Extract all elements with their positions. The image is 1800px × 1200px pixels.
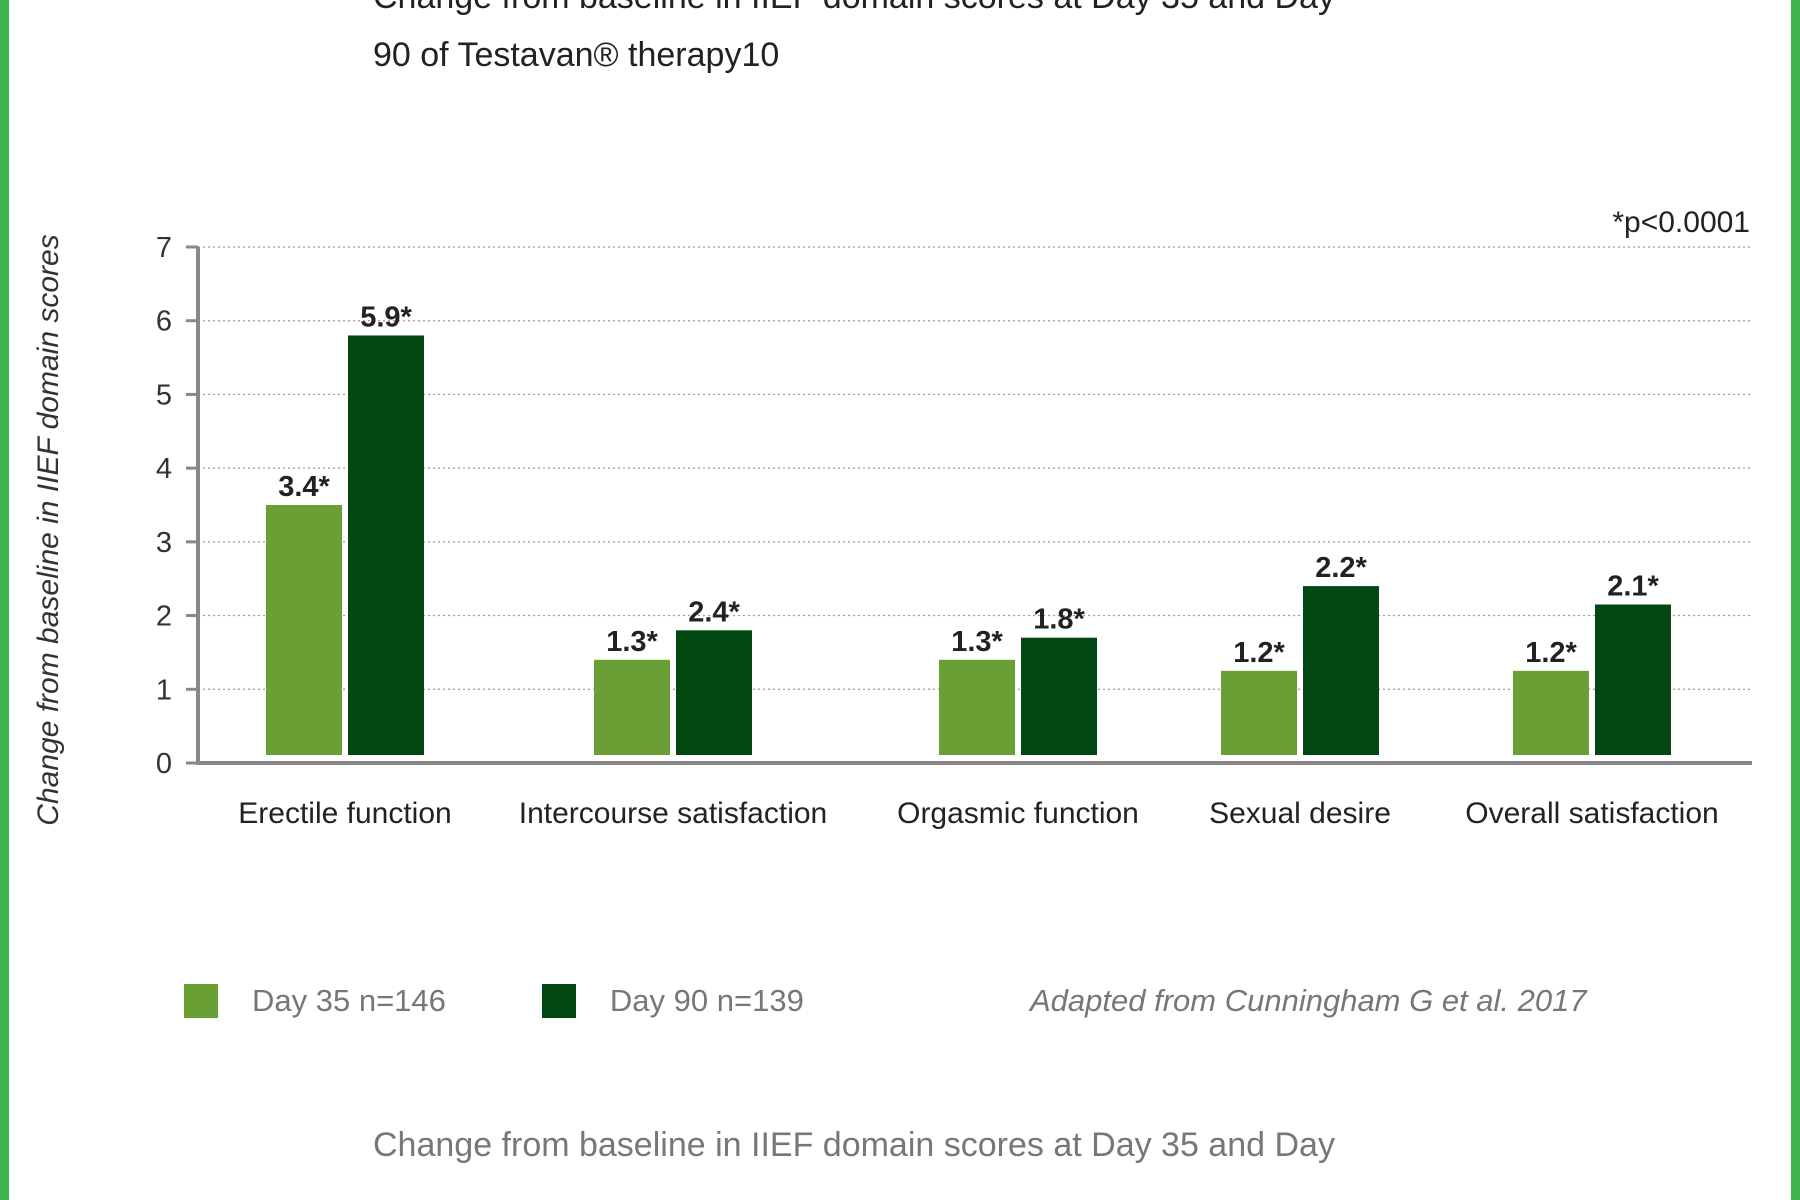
- bar-day35: [266, 505, 342, 755]
- bar-day35: [939, 659, 1015, 755]
- y-tick-label: 1: [156, 674, 172, 706]
- data-label: 1.8*: [1033, 604, 1085, 636]
- data-label: 2.1*: [1607, 571, 1659, 603]
- chart-title-line2: 90 of Testavan® therapy10: [373, 36, 780, 74]
- y-tick-label: 6: [156, 306, 172, 338]
- data-label: 1.3*: [606, 626, 658, 658]
- x-category-label: Sexual desire: [1209, 797, 1391, 830]
- legend: Day 35 n=146 Day 90 n=139: [184, 983, 900, 1019]
- y-axis-ticks: 0 1 2 3 4 5 6 7: [156, 232, 198, 780]
- data-label: 5.9*: [360, 301, 412, 333]
- bar-day35: [1221, 670, 1297, 755]
- legend-item-day90: Day 90 n=139: [541, 983, 804, 1019]
- bar-day90: [348, 335, 424, 755]
- category-labels: Erectile function Intercourse satisfactio…: [238, 797, 1718, 830]
- bar-day90: [1303, 586, 1379, 755]
- y-tick-label: 2: [156, 601, 172, 633]
- y-axis-title: Change from baseline in IIEF domain scor…: [32, 234, 65, 825]
- significance-note: *p<0.0001: [1612, 206, 1750, 239]
- chart-title-line1: Change from baseline in IIEF domain scor…: [373, 0, 1335, 17]
- right-border: [1791, 0, 1800, 1200]
- grid-lines: [198, 246, 1752, 690]
- x-category-label: Erectile function: [238, 797, 451, 830]
- y-tick-label: 4: [156, 453, 172, 485]
- data-label: 3.4*: [278, 471, 330, 503]
- bar-day35: [1513, 670, 1589, 755]
- y-tick-label: 3: [156, 527, 172, 559]
- chart-caption: Change from baseline in IIEF domain scor…: [373, 1126, 1335, 1164]
- y-tick-label: 7: [156, 232, 172, 264]
- x-category-label: Intercourse satisfaction: [519, 797, 827, 830]
- legend-swatch-day35: [184, 984, 218, 1018]
- data-label: 1.3*: [951, 626, 1003, 658]
- x-category-label: Orgasmic function: [897, 797, 1139, 830]
- x-category-label: Overall satisfaction: [1465, 797, 1718, 830]
- legend-label-day90: Day 90 n=139: [609, 983, 804, 1018]
- data-label: 1.2*: [1525, 637, 1577, 669]
- y-tick-label: 5: [156, 379, 172, 411]
- bar-day90: [1595, 604, 1671, 755]
- left-border: [0, 0, 9, 1200]
- data-label: 1.2*: [1233, 637, 1285, 669]
- legend-label-day35: Day 35 n=146: [252, 983, 446, 1018]
- bars: [266, 335, 1671, 755]
- y-tick-label: 0: [156, 748, 172, 780]
- bar-day35: [594, 659, 670, 755]
- legend-swatch-day90: [541, 984, 576, 1018]
- bar-day90: [676, 630, 752, 755]
- bar-day90: [1021, 637, 1097, 755]
- source-note: Adapted from Cunningham G et al. 2017: [1030, 983, 1587, 1018]
- data-label: 2.2*: [1315, 552, 1367, 584]
- data-labels: 3.4* 5.9* 1.3* 2.4* 1.3* 1.8* 1.2* 2.2* 1.2* 2.1*: [278, 301, 1659, 668]
- legend-item-day35: Day 35 n=146: [184, 983, 446, 1019]
- data-label: 2.4*: [688, 596, 740, 628]
